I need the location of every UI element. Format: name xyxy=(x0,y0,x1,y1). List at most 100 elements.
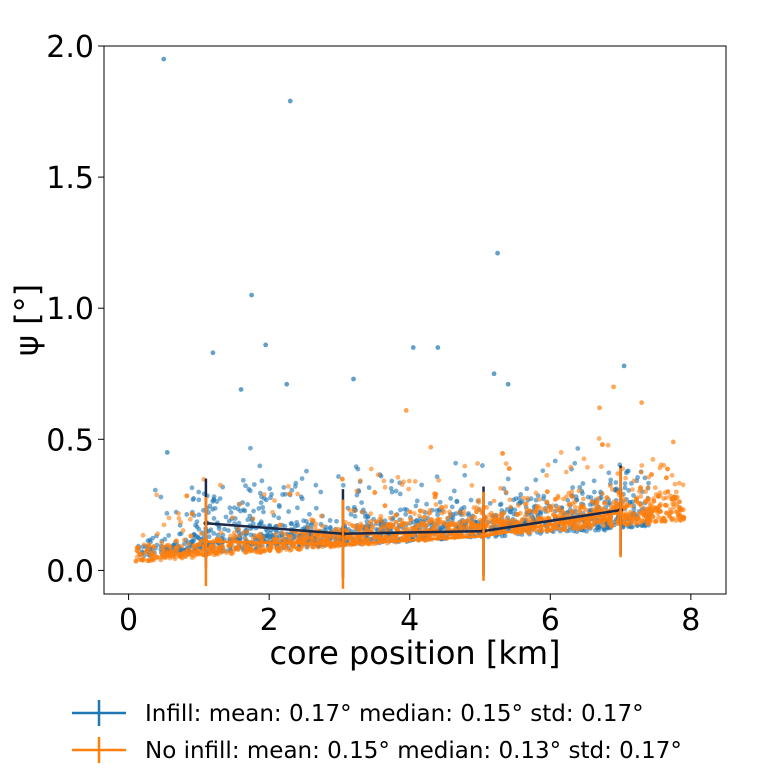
no-infill-point xyxy=(503,461,509,467)
no-infill-point xyxy=(657,503,663,509)
infill-point xyxy=(206,534,212,540)
no-infill-point xyxy=(180,528,186,533)
infill-point xyxy=(466,511,472,516)
infill-point xyxy=(348,511,354,517)
infill-point xyxy=(295,505,300,511)
no-infill-point xyxy=(573,505,578,510)
no-infill-point xyxy=(173,545,179,551)
mean-marker xyxy=(203,539,209,545)
infill-point xyxy=(552,458,558,464)
infill-point xyxy=(226,518,232,524)
infill-point xyxy=(309,522,314,528)
no-infill-point xyxy=(578,504,583,510)
no-infill-point xyxy=(276,548,281,554)
no-infill-point xyxy=(257,532,262,538)
no-infill-point xyxy=(611,384,616,390)
infill-point xyxy=(497,502,503,508)
no-infill-point xyxy=(189,511,195,517)
infill-point xyxy=(247,488,253,494)
no-infill-point xyxy=(552,513,558,519)
no-infill-point xyxy=(235,526,241,532)
no-infill-point xyxy=(439,510,445,516)
y-axis-label: ψ [°] xyxy=(8,284,46,356)
no-infill-point xyxy=(433,502,439,507)
no-infill-point xyxy=(568,508,574,514)
infill-point xyxy=(284,381,290,387)
no-infill-point xyxy=(673,489,679,495)
no-infill-point xyxy=(412,479,418,484)
no-infill-point xyxy=(381,478,387,484)
no-infill-point xyxy=(211,548,217,554)
no-infill-point xyxy=(550,503,556,509)
no-infill-point xyxy=(230,515,235,520)
infill-point xyxy=(190,497,196,503)
infill-point xyxy=(626,488,632,493)
no-infill-point xyxy=(305,525,311,531)
no-infill-point xyxy=(635,520,641,526)
no-infill-point xyxy=(459,526,465,532)
infill-point xyxy=(397,491,403,497)
no-infill-point xyxy=(139,557,144,563)
no-infill-point xyxy=(604,495,609,501)
no-infill-point xyxy=(472,514,478,520)
infill-point xyxy=(606,470,612,476)
no-infill-point xyxy=(522,501,528,507)
infill-point xyxy=(257,463,263,469)
no-infill-point xyxy=(450,532,456,538)
no-infill-point xyxy=(287,491,292,497)
no-infill-point xyxy=(667,513,672,519)
infill-point xyxy=(630,499,635,505)
no-infill-point xyxy=(194,551,200,557)
no-infill-point xyxy=(256,545,262,551)
no-infill-point xyxy=(434,522,440,527)
no-infill-point xyxy=(484,521,490,527)
no-infill-point xyxy=(272,498,277,504)
infill-point xyxy=(166,532,172,538)
y-tick-label: 1.5 xyxy=(46,161,94,196)
no-infill-point xyxy=(388,524,393,530)
no-infill-point xyxy=(639,463,645,468)
no-infill-point xyxy=(181,537,187,543)
no-infill-point xyxy=(544,499,549,505)
no-infill-point xyxy=(172,556,178,562)
infill-point xyxy=(512,507,518,513)
infill-point xyxy=(353,464,359,470)
no-infill-point xyxy=(375,472,381,478)
no-infill-point xyxy=(267,548,273,553)
infill-point xyxy=(293,480,299,486)
no-infill-point xyxy=(178,520,184,525)
infill-point xyxy=(201,507,206,513)
no-infill-point xyxy=(581,456,587,462)
infill-point xyxy=(150,535,156,541)
no-infill-point xyxy=(408,517,414,522)
no-infill-point xyxy=(176,516,182,521)
infill-point xyxy=(256,506,262,511)
infill-point xyxy=(240,477,246,483)
no-infill-point xyxy=(358,523,364,529)
no-infill-point xyxy=(670,439,676,445)
no-infill-point xyxy=(515,512,520,518)
infill-point xyxy=(491,371,497,377)
infill-point xyxy=(196,526,202,532)
no-infill-point xyxy=(533,508,538,514)
no-infill-point xyxy=(339,476,345,482)
infill-point xyxy=(194,519,200,525)
no-infill-point xyxy=(208,544,214,550)
no-infill-point xyxy=(537,528,543,534)
no-infill-point xyxy=(635,516,640,522)
no-infill-point xyxy=(134,548,140,554)
infill-point xyxy=(260,504,266,510)
no-infill-point xyxy=(638,493,644,499)
no-infill-point xyxy=(368,511,374,517)
legend: Infill: mean: 0.17° median: 0.15° std: 0… xyxy=(72,700,682,764)
infill-point xyxy=(206,510,211,515)
no-infill-point xyxy=(186,541,192,547)
no-infill-point xyxy=(403,408,409,413)
infill-point xyxy=(435,512,440,518)
no-infill-point xyxy=(368,518,374,524)
no-infill-point xyxy=(428,517,434,522)
no-infill-point xyxy=(191,543,197,549)
no-infill-point xyxy=(623,475,628,481)
no-infill-point xyxy=(634,496,639,502)
infill-point xyxy=(217,496,223,502)
